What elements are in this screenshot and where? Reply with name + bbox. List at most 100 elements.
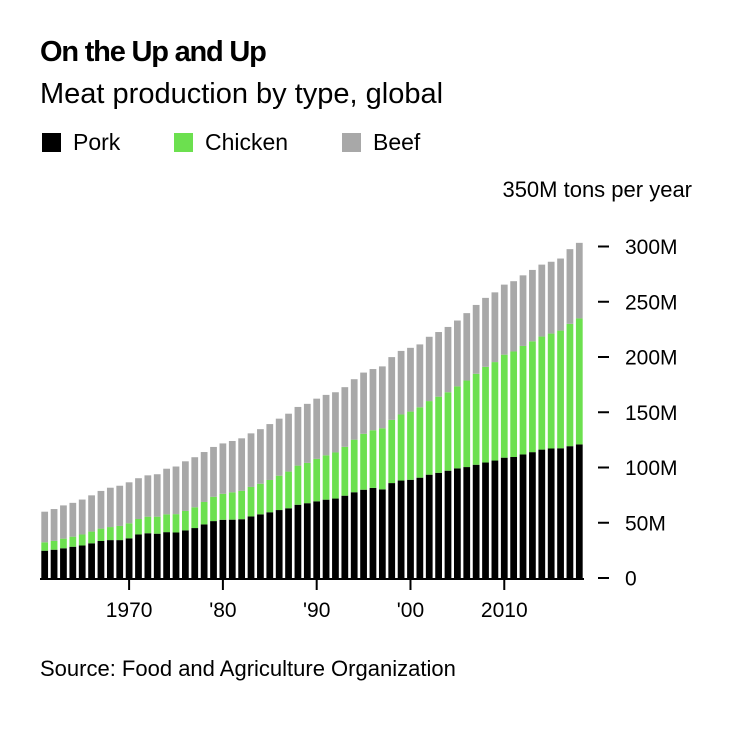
bar-chicken-1993 [341, 446, 349, 496]
bar-chicken-2015 [547, 333, 555, 449]
bar-beef-2010 [500, 284, 508, 355]
bar-pork-1996 [369, 487, 377, 578]
bar-beef-1988 [294, 406, 302, 466]
bar-beef-1974 [163, 468, 170, 515]
bar-pork-1986 [275, 510, 283, 578]
bar-pork-1987 [285, 508, 292, 578]
bar-beef-1975 [172, 466, 180, 515]
bar-chicken-2011 [510, 351, 518, 458]
bar-chicken-2000 [407, 411, 414, 480]
x-tick-label-1980: '80 [209, 599, 236, 622]
bar-pork-1968 [106, 540, 114, 578]
bar-pork-2000 [407, 479, 414, 578]
bar-pork-1963 [60, 548, 67, 578]
bar-chicken-1999 [397, 414, 405, 481]
legend-label-pork: Pork [73, 129, 121, 155]
bar-pork-2017 [566, 446, 574, 578]
bar-chicken-1971 [135, 518, 142, 535]
bar-beef-1965 [78, 499, 86, 535]
bar-beef-1995 [360, 372, 367, 434]
bar-chicken-2017 [566, 323, 574, 447]
bar-pork-2011 [510, 457, 518, 578]
bar-pork-1967 [97, 540, 105, 578]
bar-pork-1965 [78, 545, 86, 578]
bar-pork-1974 [163, 532, 170, 578]
bar-chicken-1972 [144, 516, 152, 534]
bar-beef-2016 [557, 258, 564, 331]
bar-chicken-2003 [435, 396, 442, 473]
bar-pork-1981 [228, 519, 236, 578]
bar-chicken-1980 [219, 493, 227, 520]
bar-chicken-1983 [247, 486, 255, 517]
bar-beef-1993 [341, 387, 349, 447]
bar-pork-1999 [397, 480, 405, 578]
bar-chicken-2008 [482, 366, 489, 463]
bar-beef-2013 [529, 269, 536, 342]
bar-chicken-2005 [454, 386, 461, 469]
bar-pork-2004 [444, 470, 452, 578]
bar-chicken-1990 [313, 458, 321, 502]
bar-beef-1978 [200, 452, 208, 502]
bar-beef-2003 [435, 332, 442, 397]
bar-chicken-1978 [200, 501, 208, 525]
bar-beef-1969 [116, 485, 124, 526]
bar-chicken-1981 [228, 492, 236, 520]
bar-beef-1986 [275, 418, 283, 476]
bar-pork-1995 [360, 489, 367, 578]
source-note: Source: Food and Agriculture Organizatio… [40, 656, 456, 681]
bar-beef-2006 [463, 313, 471, 381]
bar-beef-2014 [538, 264, 546, 337]
bar-beef-1963 [60, 505, 67, 539]
bar-pork-2009 [491, 460, 499, 578]
bar-pork-1982 [238, 519, 246, 578]
bar-chicken-1998 [388, 419, 396, 484]
bar-chicken-1966 [88, 531, 95, 544]
bar-pork-1993 [341, 495, 349, 578]
bar-beef-2012 [519, 275, 527, 346]
x-tick-label-2010: 2010 [481, 599, 528, 622]
bar-pork-2018 [575, 444, 583, 578]
bar-pork-1970 [125, 538, 133, 578]
bar-chicken-1963 [60, 538, 67, 549]
legend-label-chicken: Chicken [205, 129, 289, 155]
bar-beef-1980 [219, 443, 227, 494]
bar-pork-1988 [294, 504, 302, 578]
bar-beef-1981 [228, 440, 236, 493]
bar-beef-2002 [425, 336, 433, 402]
bar-beef-1964 [69, 502, 77, 537]
bar-chicken-1991 [322, 455, 330, 500]
bar-chicken-1987 [285, 471, 292, 509]
bar-chicken-1994 [350, 439, 358, 493]
bar-pork-1990 [313, 501, 321, 578]
bar-chicken-2018 [575, 318, 583, 445]
bar-chicken-2014 [538, 336, 546, 450]
bar-chicken-2002 [425, 401, 433, 475]
bar-beef-2008 [482, 297, 489, 367]
bar-pork-1983 [247, 516, 255, 578]
bar-beef-1996 [369, 369, 377, 431]
bar-pork-2002 [425, 474, 433, 578]
bar-chicken-1984 [257, 483, 264, 515]
bar-pork-1969 [116, 540, 124, 578]
bar-pork-1978 [200, 524, 208, 578]
y-tick-label-250: 250M [625, 291, 678, 314]
bar-pork-2007 [472, 464, 480, 578]
legend-swatch-beef [342, 133, 361, 152]
bar-chicken-2006 [463, 380, 471, 468]
bar-pork-1971 [135, 534, 142, 578]
bar-beef-2009 [491, 292, 499, 363]
bar-pork-1979 [210, 521, 217, 578]
bar-chicken-1997 [378, 428, 386, 490]
y-tick-label-150: 150M [625, 402, 678, 425]
bar-pork-1984 [257, 514, 264, 578]
bar-beef-1997 [378, 366, 386, 429]
bar-pork-2001 [416, 477, 424, 578]
bar-beef-1982 [238, 438, 246, 491]
bar-beef-1977 [191, 457, 199, 508]
bar-chicken-1985 [266, 479, 274, 513]
chart-subtitle: Meat production by type, global [40, 78, 444, 110]
bar-beef-1990 [313, 398, 321, 459]
bar-beef-1991 [322, 394, 330, 456]
bar-chicken-1982 [238, 490, 246, 520]
